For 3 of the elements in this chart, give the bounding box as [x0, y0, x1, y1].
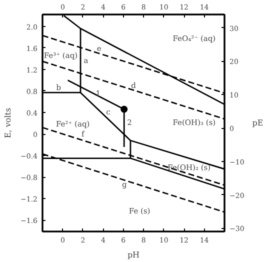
x-axis-title: pH	[127, 250, 140, 260]
y2-axis-title: pE	[252, 118, 264, 128]
y-axis-title: E, volts	[4, 108, 12, 138]
